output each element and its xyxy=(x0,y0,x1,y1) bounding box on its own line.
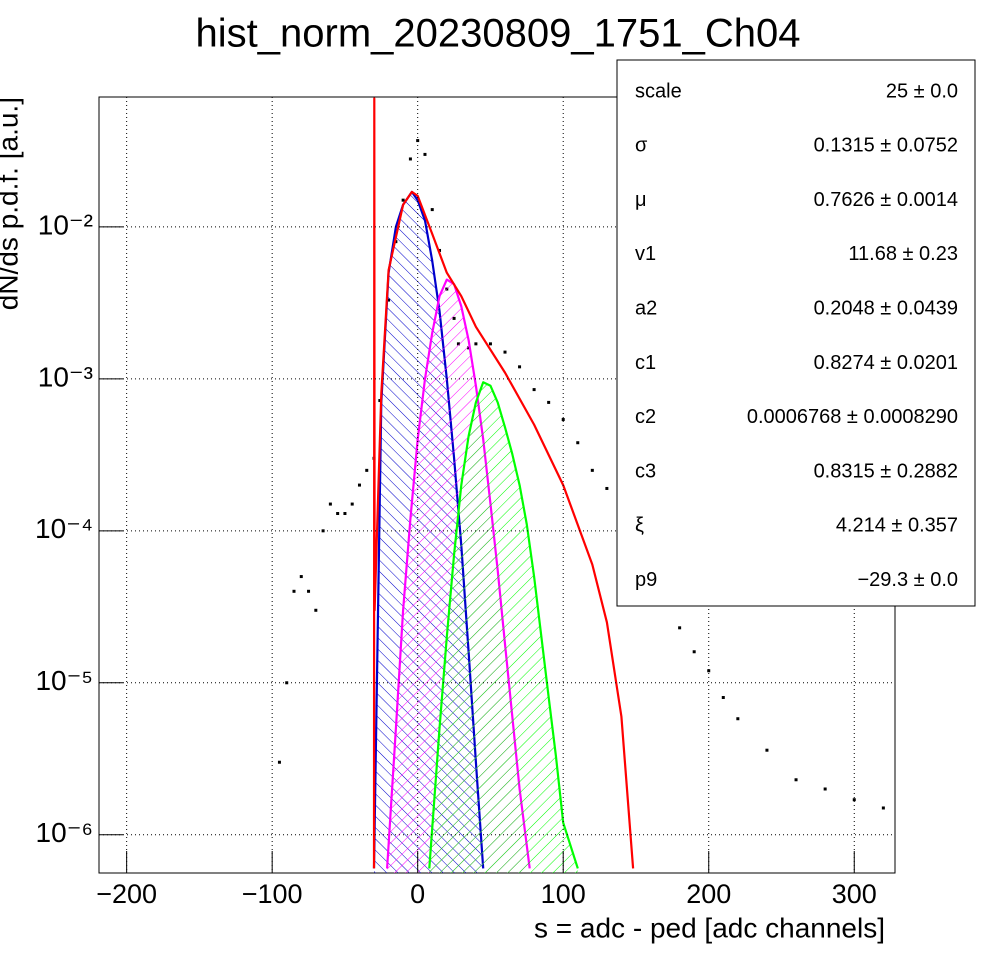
data-point xyxy=(423,152,427,156)
stats-frame xyxy=(616,59,976,607)
data-point xyxy=(590,468,594,472)
data-point xyxy=(401,198,405,202)
data-point xyxy=(736,717,740,721)
data-point xyxy=(707,669,711,673)
data-point xyxy=(350,502,354,506)
data-point xyxy=(430,208,434,212)
chart-title: hist_norm_20230809_1751_Ch04 xyxy=(196,12,801,56)
data-point xyxy=(314,608,318,612)
stats-value: 0.2048 ± 0.0439 xyxy=(814,297,958,319)
data-point xyxy=(881,806,885,810)
data-point xyxy=(547,400,551,404)
y-tick-label: 10⁻³ xyxy=(38,361,93,392)
data-point xyxy=(365,468,369,472)
data-point xyxy=(343,512,347,516)
y-tick-label: 10⁻⁵ xyxy=(35,665,93,696)
stats-value: 11.68 ± 0.23 xyxy=(848,243,958,265)
data-point xyxy=(518,365,522,369)
data-point xyxy=(285,681,289,685)
data-point xyxy=(292,589,296,593)
stats-value: 0.0006768 ± 0.0008290 xyxy=(747,406,958,428)
data-point xyxy=(357,483,361,487)
stats-name: ξ xyxy=(635,515,644,537)
x-tick-label: 200 xyxy=(686,879,731,909)
stats-name: v1 xyxy=(635,243,656,265)
data-point xyxy=(692,650,696,654)
x-tick-label: 100 xyxy=(541,879,586,909)
data-point xyxy=(416,139,420,143)
data-point xyxy=(576,441,580,445)
stats-value: 0.8274 ± 0.0201 xyxy=(814,352,958,374)
data-point xyxy=(474,342,478,346)
y-tick-label: 10⁻⁴ xyxy=(35,513,93,544)
data-point xyxy=(561,418,565,422)
x-axis-label: s = adc - ped [adc channels] xyxy=(534,912,885,943)
data-point xyxy=(721,696,725,700)
stats-name: p9 xyxy=(635,569,657,591)
stats-value: 4.214 ± 0.357 xyxy=(836,515,958,537)
data-point xyxy=(336,512,340,516)
y-tick-label: 10⁻² xyxy=(38,209,93,240)
stats-value: 25 ± 0.0 xyxy=(886,80,958,102)
x-tick-label: −100 xyxy=(242,879,303,909)
data-point xyxy=(408,157,412,161)
stats-name: scale xyxy=(635,80,682,102)
stats-name: a2 xyxy=(635,297,657,319)
fit-curve xyxy=(428,381,579,869)
data-point xyxy=(794,778,798,782)
stats-name: σ xyxy=(635,135,648,157)
data-point xyxy=(532,388,536,392)
fit-curve xyxy=(372,97,635,869)
data-point xyxy=(605,486,609,490)
plot-area xyxy=(277,97,885,873)
stats-name: c3 xyxy=(635,460,656,482)
data-point xyxy=(488,342,492,346)
hatch-fill xyxy=(429,382,578,873)
stats-value: −29.3 ± 0.0 xyxy=(858,569,959,591)
data-point xyxy=(328,502,332,506)
data-point xyxy=(678,626,682,630)
data-point xyxy=(852,798,856,802)
x-tick-label: 0 xyxy=(410,879,425,909)
stats-name: c2 xyxy=(635,406,656,428)
data-point xyxy=(378,399,382,403)
data-point xyxy=(299,575,303,579)
data-point xyxy=(765,748,769,752)
data-point xyxy=(503,350,507,354)
stats-name: c1 xyxy=(635,352,656,374)
y-tick-label: 10⁻⁶ xyxy=(36,817,93,848)
data-point xyxy=(277,760,281,764)
x-tick-label: 300 xyxy=(832,879,877,909)
stats-name: μ xyxy=(635,189,647,211)
data-point xyxy=(307,589,311,593)
y-axis-label: dN/ds p.d.f. [a.u.] xyxy=(0,97,23,310)
stats-value: 0.7626 ± 0.0014 xyxy=(814,189,958,211)
stats-box: scale 25 ± 0.0 σ 0.1315 ± 0.0752 μ 0.7626 ± 0… xyxy=(616,59,976,607)
stats-value: 0.8315 ± 0.2882 xyxy=(814,460,958,482)
data-point xyxy=(823,787,827,791)
x-tick-label: −200 xyxy=(96,879,157,909)
stats-value: 0.1315 ± 0.0752 xyxy=(814,135,958,157)
